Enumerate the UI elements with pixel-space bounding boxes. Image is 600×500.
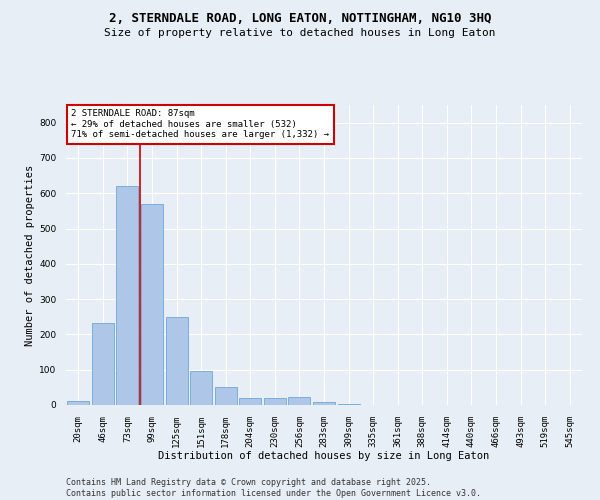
Bar	[239, 398, 262, 405]
Bar	[92, 323, 114, 405]
Text: 2, STERNDALE ROAD, LONG EATON, NOTTINGHAM, NG10 3HQ: 2, STERNDALE ROAD, LONG EATON, NOTTINGHA…	[109, 12, 491, 26]
Bar	[166, 317, 188, 405]
X-axis label: Distribution of detached houses by size in Long Eaton: Distribution of detached houses by size …	[158, 451, 490, 461]
Text: Contains HM Land Registry data © Crown copyright and database right 2025.
Contai: Contains HM Land Registry data © Crown c…	[66, 478, 481, 498]
Bar	[190, 371, 212, 405]
Bar	[338, 404, 359, 405]
Text: 2 STERNDALE ROAD: 87sqm
← 29% of detached houses are smaller (532)
71% of semi-d: 2 STERNDALE ROAD: 87sqm ← 29% of detache…	[71, 110, 329, 140]
Bar	[313, 402, 335, 405]
Bar	[289, 397, 310, 405]
Bar	[67, 402, 89, 405]
Text: Size of property relative to detached houses in Long Eaton: Size of property relative to detached ho…	[104, 28, 496, 38]
Y-axis label: Number of detached properties: Number of detached properties	[25, 164, 35, 346]
Bar	[264, 398, 286, 405]
Bar	[141, 204, 163, 405]
Bar	[215, 388, 237, 405]
Bar	[116, 186, 139, 405]
